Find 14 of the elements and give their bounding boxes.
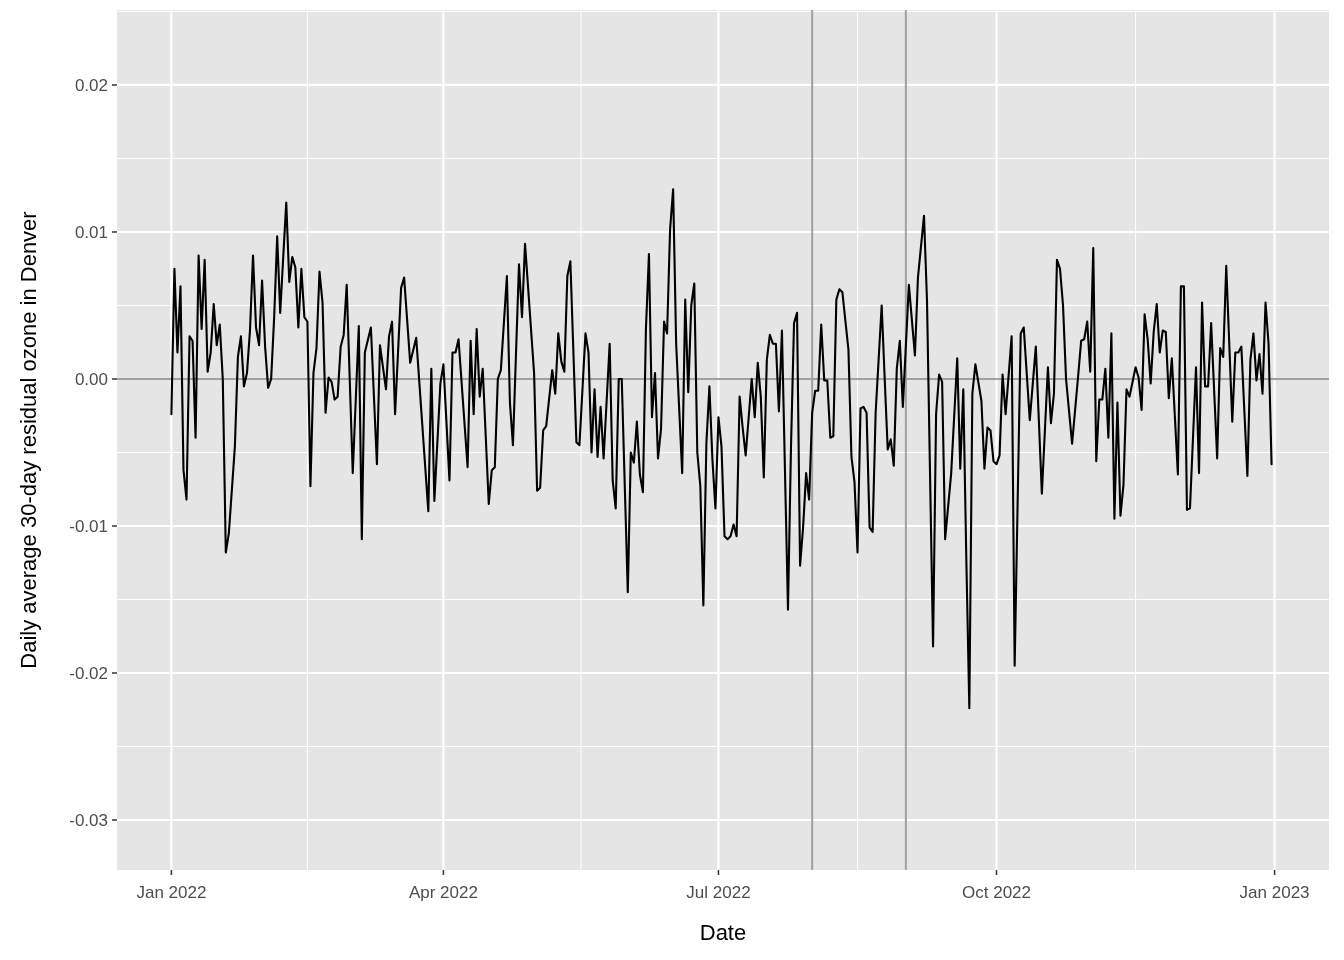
x-tick-label: Jan 2022 [136,883,207,902]
line-series [170,188,1273,710]
y-axis-title: Daily average 30-day residual ozone in Denver [16,211,41,669]
y-tick-label: -0.01 [69,517,108,536]
x-tick-label: Oct 2022 [962,883,1032,902]
x-axis-title: Date [699,920,747,945]
y-tick-label: -0.02 [69,664,108,684]
x-tick-label: Apr 2022 [408,883,478,902]
y-tick-label: 0.00 [74,369,108,389]
y-tick-label: 0.02 [74,75,108,95]
x-tick-label: Jul 2022 [686,883,751,902]
x-tick-label: Jan 2023 [1239,883,1310,902]
y-tick-label: 0.01 [74,222,108,242]
y-tick-label: -0.03 [69,811,108,831]
